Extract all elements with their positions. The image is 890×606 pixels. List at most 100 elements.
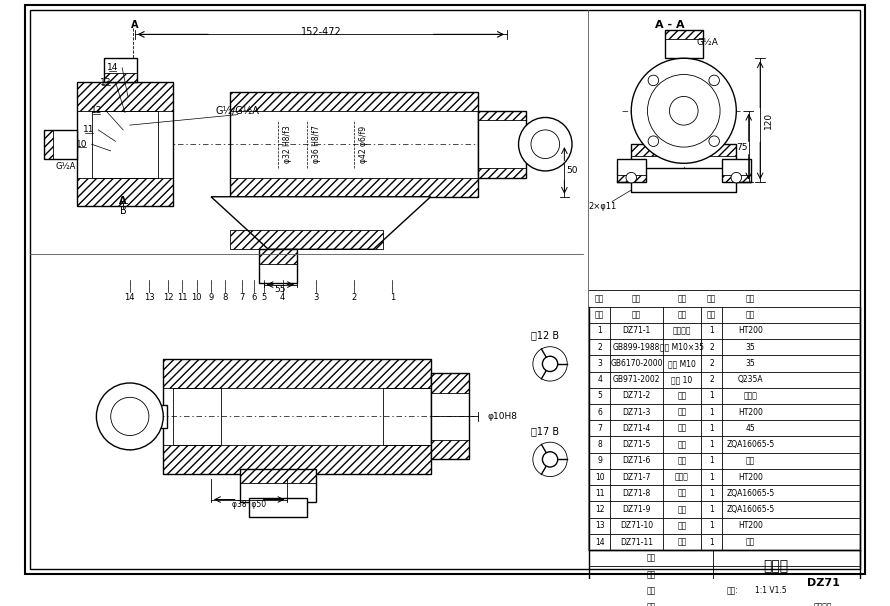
Text: HT200: HT200 bbox=[738, 408, 763, 416]
Bar bbox=[104, 73, 137, 82]
Text: GB971-2002: GB971-2002 bbox=[612, 375, 660, 384]
Text: 9: 9 bbox=[597, 456, 603, 465]
Bar bbox=[722, 159, 750, 182]
Bar bbox=[479, 168, 526, 178]
Text: 1:1 V1.5: 1:1 V1.5 bbox=[755, 586, 787, 595]
Bar bbox=[722, 175, 750, 182]
Text: 12: 12 bbox=[595, 505, 604, 514]
Bar bbox=[665, 30, 703, 58]
Text: 12: 12 bbox=[91, 106, 102, 115]
Text: φ10H8: φ10H8 bbox=[488, 412, 517, 421]
Text: 件12 B: 件12 B bbox=[531, 330, 559, 340]
Text: 校对: 校对 bbox=[647, 586, 656, 595]
Text: 3: 3 bbox=[313, 293, 319, 302]
Bar bbox=[77, 82, 173, 206]
Circle shape bbox=[731, 172, 741, 183]
Bar bbox=[239, 469, 316, 483]
Text: 1: 1 bbox=[709, 456, 714, 465]
Text: 卡板式: 卡板式 bbox=[744, 391, 757, 401]
Bar bbox=[77, 82, 173, 111]
Bar bbox=[665, 30, 703, 39]
Bar bbox=[431, 373, 469, 393]
Text: 1: 1 bbox=[390, 293, 395, 302]
Text: 工装夫零: 工装夫零 bbox=[814, 602, 832, 606]
Text: B: B bbox=[120, 206, 126, 216]
Text: 1: 1 bbox=[709, 521, 714, 530]
Text: 2: 2 bbox=[709, 342, 714, 351]
Text: DZ71-3: DZ71-3 bbox=[622, 408, 651, 416]
Text: G½A: G½A bbox=[56, 162, 76, 171]
Bar bbox=[163, 445, 431, 474]
Text: 1: 1 bbox=[709, 473, 714, 482]
Text: 1: 1 bbox=[709, 327, 714, 336]
Text: DZ71-4: DZ71-4 bbox=[622, 424, 651, 433]
Bar bbox=[231, 92, 479, 111]
Text: 8: 8 bbox=[222, 293, 228, 302]
Text: 7: 7 bbox=[597, 424, 603, 433]
Bar bbox=[431, 441, 469, 459]
Text: 9: 9 bbox=[208, 293, 214, 302]
Text: Q235A: Q235A bbox=[738, 375, 764, 384]
Text: 2×φ11: 2×φ11 bbox=[588, 202, 617, 211]
Text: 55: 55 bbox=[274, 285, 286, 294]
Text: 12: 12 bbox=[163, 293, 174, 302]
Circle shape bbox=[542, 356, 558, 371]
Text: DZ71-10: DZ71-10 bbox=[620, 521, 653, 530]
Text: 13: 13 bbox=[101, 78, 111, 87]
Text: 10: 10 bbox=[595, 473, 604, 482]
Text: G½/G½A: G½/G½A bbox=[215, 106, 260, 116]
Text: 1: 1 bbox=[709, 505, 714, 514]
Text: ZQA16065-5: ZQA16065-5 bbox=[726, 489, 775, 498]
Text: 小轴: 小轴 bbox=[677, 440, 686, 449]
Text: 螺母 M10: 螺母 M10 bbox=[668, 359, 696, 368]
Text: 油塞: 油塞 bbox=[677, 521, 686, 530]
Text: ZQA16065-5: ZQA16065-5 bbox=[726, 505, 775, 514]
Text: DZ71-9: DZ71-9 bbox=[622, 505, 651, 514]
Text: 1: 1 bbox=[709, 538, 714, 547]
Bar bbox=[617, 175, 645, 182]
Text: 设计: 设计 bbox=[647, 554, 656, 563]
Text: 垫圈 10: 垫圈 10 bbox=[671, 375, 692, 384]
Text: 材料: 材料 bbox=[746, 310, 756, 319]
Text: 35: 35 bbox=[746, 342, 756, 351]
Circle shape bbox=[648, 136, 659, 147]
Text: 45: 45 bbox=[746, 424, 756, 433]
Bar bbox=[431, 373, 469, 459]
Text: 1: 1 bbox=[709, 408, 714, 416]
Bar bbox=[479, 111, 526, 178]
Bar bbox=[92, 111, 158, 178]
Circle shape bbox=[648, 75, 720, 147]
Text: 6: 6 bbox=[251, 293, 256, 302]
Circle shape bbox=[96, 383, 163, 450]
Text: 件17 B: 件17 B bbox=[531, 426, 559, 436]
Text: 比例:: 比例: bbox=[726, 586, 739, 595]
Text: 数量: 数量 bbox=[707, 294, 716, 303]
Text: 序号: 序号 bbox=[595, 310, 604, 319]
Bar bbox=[231, 92, 479, 197]
Text: 75: 75 bbox=[736, 142, 748, 152]
Text: 泵头: 泵头 bbox=[677, 408, 686, 416]
Circle shape bbox=[542, 451, 558, 467]
Text: DZ71-6: DZ71-6 bbox=[622, 456, 651, 465]
Bar bbox=[44, 130, 53, 159]
Bar bbox=[163, 359, 431, 474]
Text: 1: 1 bbox=[597, 327, 603, 336]
Text: 双头 M10×35: 双头 M10×35 bbox=[659, 342, 704, 351]
Bar bbox=[383, 388, 431, 445]
Text: 50: 50 bbox=[566, 167, 578, 176]
Text: 8: 8 bbox=[597, 440, 603, 449]
Text: HT200: HT200 bbox=[738, 327, 763, 336]
Text: 2: 2 bbox=[597, 342, 603, 351]
Text: 平垫片: 平垫片 bbox=[675, 473, 689, 482]
Bar bbox=[631, 144, 736, 168]
Text: DZ71-2: DZ71-2 bbox=[622, 391, 651, 401]
Text: DZ71-1: DZ71-1 bbox=[622, 327, 651, 336]
Text: φ36 H8/f7: φ36 H8/f7 bbox=[312, 125, 320, 163]
Text: 5: 5 bbox=[262, 293, 267, 302]
Text: 代号: 代号 bbox=[632, 294, 641, 303]
Text: 1: 1 bbox=[709, 489, 714, 498]
Text: 6: 6 bbox=[597, 408, 603, 416]
Text: 13: 13 bbox=[595, 521, 604, 530]
Text: 4: 4 bbox=[597, 375, 603, 384]
Text: DZ71-5: DZ71-5 bbox=[622, 440, 651, 449]
